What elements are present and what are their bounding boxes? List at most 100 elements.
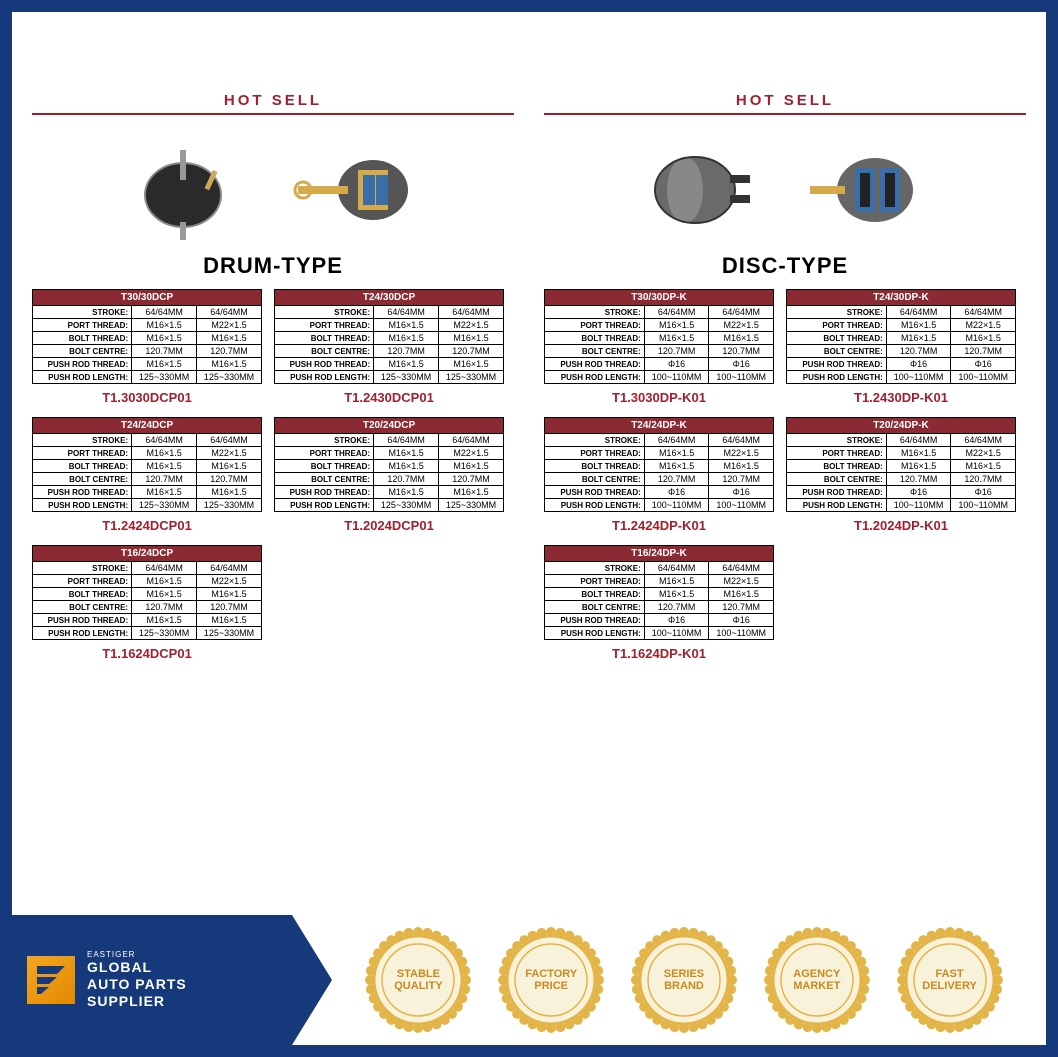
- spec-val: 125~330MM: [439, 499, 504, 512]
- spec-label: PORT THREAD:: [33, 319, 132, 332]
- hotsell-label-left: HOT SELL: [32, 92, 514, 109]
- spec-val: M16×1.5: [132, 575, 197, 588]
- footer: EASTIGER GLOBAL AUTO PARTS SUPPLIER STAB…: [12, 915, 1046, 1045]
- spec-label: BOLT THREAD:: [33, 332, 132, 345]
- spec-header: T24/24DP-K: [545, 418, 774, 434]
- badge-text: AGENCYMARKET: [793, 968, 840, 992]
- spec-val: Φ16: [644, 614, 709, 627]
- spec-val: 64/64MM: [709, 562, 774, 575]
- spec-card: T24/30DP-KSTROKE:64/64MM64/64MMPORT THRE…: [786, 289, 1016, 405]
- spec-val: M16×1.5: [132, 486, 197, 499]
- spec-label: PUSH ROD LENGTH:: [787, 499, 887, 512]
- badges-row: STABLEQUALITYFACTORYPRICESERIESBRANDAGEN…: [292, 925, 1046, 1035]
- spec-val: M16×1.5: [644, 319, 709, 332]
- spec-val: 120.7MM: [132, 601, 197, 614]
- product-code: T1.2024DP-K01: [786, 518, 1016, 533]
- quality-badge: FASTDELIVERY: [895, 925, 1005, 1035]
- spec-header: T24/24DCP: [33, 418, 262, 434]
- product-code: T1.2424DCP01: [32, 518, 262, 533]
- spec-val: 120.7MM: [132, 473, 197, 486]
- spec-val: 125~330MM: [197, 371, 262, 384]
- spec-val: M16×1.5: [197, 358, 262, 371]
- spec-val: 120.7MM: [374, 473, 439, 486]
- spec-val: M16×1.5: [374, 319, 439, 332]
- spec-val: M16×1.5: [132, 460, 197, 473]
- spec-label: BOLT CENTRE:: [787, 473, 887, 486]
- spec-label: PORT THREAD:: [275, 319, 374, 332]
- spec-label: PUSH ROD LENGTH:: [545, 371, 645, 384]
- tagline-2: AUTO PARTS: [87, 976, 187, 993]
- spec-label: BOLT THREAD:: [275, 460, 374, 473]
- quality-badge: SERIESBRAND: [629, 925, 739, 1035]
- spec-val: 64/64MM: [709, 434, 774, 447]
- spec-table: T16/24DP-KSTROKE:64/64MM64/64MMPORT THRE…: [544, 545, 774, 640]
- tagline-1: GLOBAL: [87, 959, 187, 976]
- spec-val: 120.7MM: [132, 345, 197, 358]
- spec-val: 64/64MM: [132, 306, 197, 319]
- spec-val: 120.7MM: [374, 345, 439, 358]
- product-images-left: [32, 135, 514, 245]
- spec-val: 100~110MM: [644, 627, 709, 640]
- spec-label: STROKE:: [545, 562, 645, 575]
- spec-val: Φ16: [886, 486, 951, 499]
- spec-label: PORT THREAD:: [787, 319, 887, 332]
- spec-label: BOLT CENTRE:: [787, 345, 887, 358]
- spec-val: 64/64MM: [644, 306, 709, 319]
- spec-val: M16×1.5: [951, 460, 1016, 473]
- spec-val: M16×1.5: [132, 358, 197, 371]
- spec-val: 100~110MM: [951, 371, 1016, 384]
- spec-val: 100~110MM: [951, 499, 1016, 512]
- spec-val: Φ16: [886, 358, 951, 371]
- spec-label: STROKE:: [275, 434, 374, 447]
- spec-val: 125~330MM: [197, 627, 262, 640]
- spec-header: T16/24DP-K: [545, 546, 774, 562]
- redline-left: [32, 113, 514, 115]
- spec-label: BOLT THREAD:: [545, 588, 645, 601]
- spec-label: PORT THREAD:: [545, 319, 645, 332]
- spec-val: M16×1.5: [644, 332, 709, 345]
- spec-label: PORT THREAD:: [33, 447, 132, 460]
- logo-text: EASTIGER GLOBAL AUTO PARTS SUPPLIER: [87, 950, 187, 1009]
- spec-card: T16/24DCPSTROKE:64/64MM64/64MMPORT THREA…: [32, 545, 262, 661]
- logo-icon: [27, 956, 75, 1004]
- spec-header: T20/24DCP: [275, 418, 504, 434]
- spec-label: BOLT THREAD:: [545, 332, 645, 345]
- spec-val: 125~330MM: [132, 627, 197, 640]
- spec-val: 64/64MM: [132, 434, 197, 447]
- spec-val: 100~110MM: [709, 627, 774, 640]
- spec-val: 64/64MM: [886, 306, 951, 319]
- redline-right: [544, 113, 1026, 115]
- spec-label: PUSH ROD THREAD:: [33, 614, 132, 627]
- spec-label: PUSH ROD LENGTH:: [275, 499, 374, 512]
- spec-header: T24/30DP-K: [787, 290, 1016, 306]
- spec-card: T20/24DP-KSTROKE:64/64MM64/64MMPORT THRE…: [786, 417, 1016, 533]
- badge-text: FASTDELIVERY: [922, 968, 977, 992]
- spec-val: M22×1.5: [439, 319, 504, 332]
- spec-val: Φ16: [709, 486, 774, 499]
- spec-val: M16×1.5: [886, 447, 951, 460]
- product-code: T1.2424DP-K01: [544, 518, 774, 533]
- spec-label: PUSH ROD LENGTH:: [33, 371, 132, 384]
- spec-val: Φ16: [951, 486, 1016, 499]
- spec-val: M16×1.5: [709, 588, 774, 601]
- spec-label: BOLT CENTRE:: [275, 473, 374, 486]
- spec-val: M16×1.5: [132, 319, 197, 332]
- spec-card: T30/30DP-KSTROKE:64/64MM64/64MMPORT THRE…: [544, 289, 774, 405]
- spec-label: STROKE:: [33, 434, 132, 447]
- drum-product-photo: [118, 140, 258, 240]
- spec-label: STROKE:: [33, 562, 132, 575]
- spec-val: M16×1.5: [374, 332, 439, 345]
- spec-val: 100~110MM: [709, 371, 774, 384]
- spec-card: T30/30DCPSTROKE:64/64MM64/64MMPORT THREA…: [32, 289, 262, 405]
- spec-label: STROKE:: [787, 434, 887, 447]
- spec-label: PORT THREAD:: [545, 575, 645, 588]
- spec-val: 64/64MM: [374, 434, 439, 447]
- spec-val: Φ16: [644, 358, 709, 371]
- brand-name: EASTIGER: [87, 950, 187, 959]
- spec-val: M16×1.5: [709, 460, 774, 473]
- spec-val: Φ16: [709, 358, 774, 371]
- spec-label: STROKE:: [787, 306, 887, 319]
- quality-badge: FACTORYPRICE: [496, 925, 606, 1035]
- spec-val: 120.7MM: [644, 601, 709, 614]
- spec-label: PUSH ROD THREAD:: [33, 486, 132, 499]
